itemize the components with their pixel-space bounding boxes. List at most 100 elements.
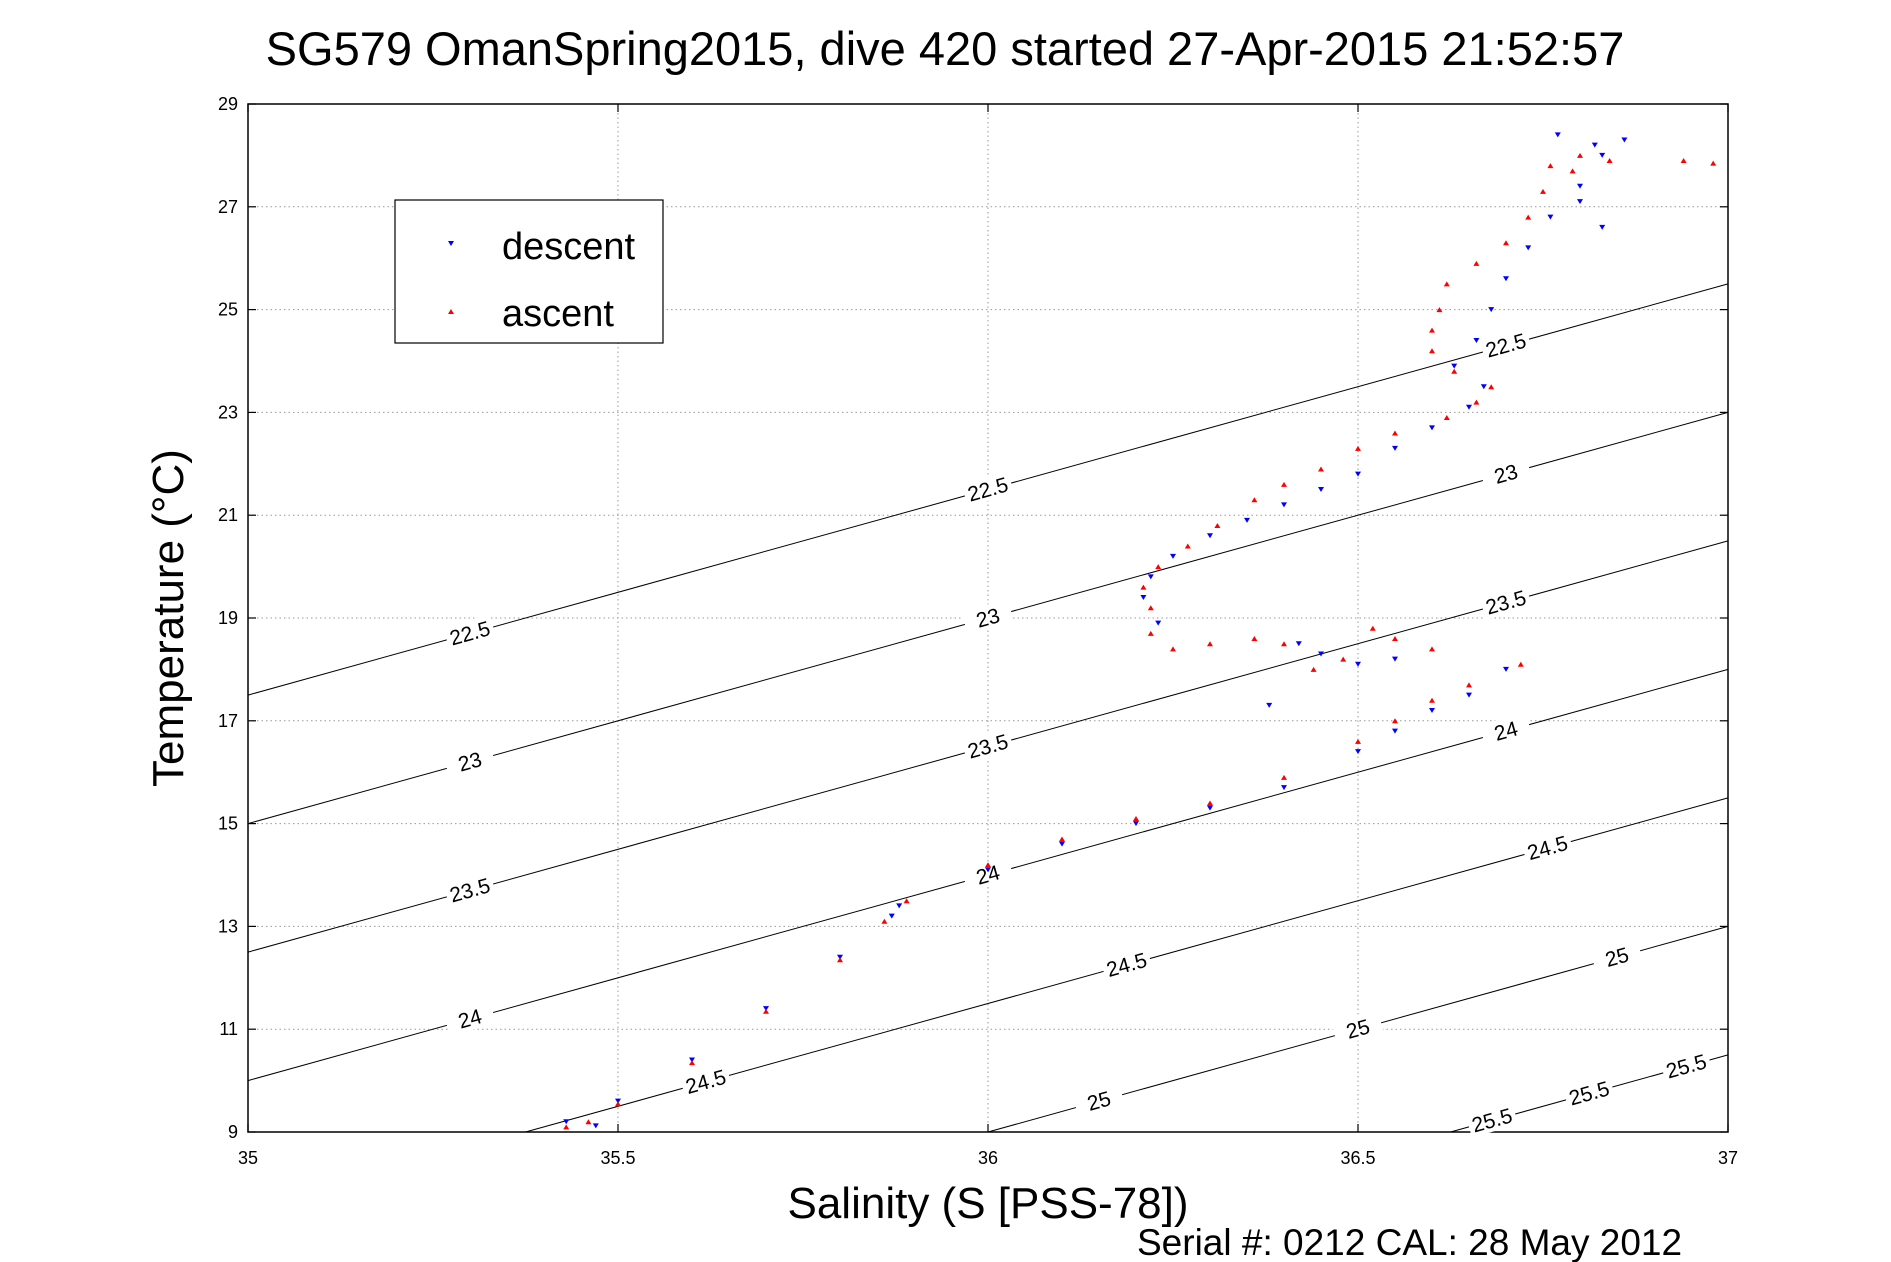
descent-point (1480, 384, 1487, 390)
descent-point (763, 1006, 769, 1012)
legend-descent-marker (448, 241, 454, 246)
ascent-point (585, 1119, 592, 1125)
ascent-point (1140, 584, 1147, 590)
ascent-point (1429, 697, 1435, 703)
ascent-point (1251, 497, 1258, 503)
y-tick-label: 21 (218, 505, 238, 525)
x-tick-label: 36.5 (1340, 1148, 1375, 1168)
descent-point (1466, 692, 1472, 698)
ascent-point (1503, 240, 1509, 246)
ascent-point (689, 1060, 695, 1066)
descent-point (1547, 214, 1554, 220)
ascent-point (1466, 682, 1472, 688)
ascent-point (1525, 214, 1532, 220)
descent-point (1503, 276, 1509, 282)
contour-label-bg (1465, 1101, 1519, 1138)
descent-point (1488, 307, 1495, 313)
ascent-point (1710, 160, 1717, 166)
contour-label-bg (443, 614, 497, 651)
ascent-point (1451, 368, 1458, 374)
x-tick-label: 35 (238, 1148, 258, 1168)
descent-point (1577, 199, 1583, 205)
x-axis-label: Salinity (S [PSS-78]) (787, 1179, 1188, 1228)
contour-label-bg (1100, 945, 1153, 982)
ascent-point (1310, 666, 1317, 672)
ascent-point (1207, 800, 1213, 806)
ascent-point (763, 1008, 769, 1014)
descent-point (1473, 337, 1480, 343)
y-tick-label: 23 (218, 402, 238, 422)
descent-point (1355, 471, 1361, 477)
ascent-point (1436, 307, 1443, 313)
ascent-point (1488, 384, 1495, 390)
y-tick-label: 17 (218, 711, 238, 731)
ascent-point (1155, 564, 1162, 570)
x-tick-label: 36 (978, 1148, 998, 1168)
serial-cal-footer: Serial #: 0212 CAL: 28 May 2012 (1137, 1222, 1682, 1262)
contour-label-bg (1331, 1010, 1385, 1047)
descent-point (1133, 821, 1139, 827)
x-tick-label: 35.5 (600, 1148, 635, 1168)
ascent-point (563, 1124, 570, 1130)
ascent-point (1473, 399, 1480, 405)
ascent-point (1059, 836, 1065, 842)
y-tick-label: 11 (219, 1019, 238, 1039)
y-tick-label: 25 (218, 300, 238, 320)
ascent-point (1355, 738, 1361, 744)
descent-point (1621, 137, 1628, 143)
ascent-point (1207, 641, 1213, 647)
y-tick-label: 9 (228, 1122, 238, 1142)
descent-point (1429, 425, 1435, 431)
ascent-point (1606, 158, 1613, 164)
descent-point (1392, 445, 1398, 451)
ascent-point (837, 957, 843, 963)
ascent-point (1281, 481, 1287, 487)
descent-point (1503, 666, 1509, 672)
descent-point (896, 903, 903, 909)
ascent-point (1340, 656, 1347, 662)
y-tick-label: 13 (218, 916, 238, 936)
descent-point (1281, 502, 1287, 508)
y-axis-label: Temperature (°C) (144, 449, 193, 787)
descent-point (689, 1057, 695, 1063)
contour-label-bg (1521, 829, 1574, 866)
ascent-point (1251, 636, 1258, 642)
contour-label-bg (443, 871, 497, 908)
contour-label-bg (1479, 583, 1533, 620)
ascent-point (1147, 605, 1154, 611)
ascent-point (1540, 188, 1546, 194)
y-tick-label: 15 (218, 814, 238, 834)
contour-label-bg (1479, 326, 1533, 363)
descent-point (1599, 224, 1606, 230)
legend-box (394, 199, 664, 344)
descent-point (1429, 708, 1435, 714)
descent-point (1140, 594, 1147, 600)
descent-point (1591, 142, 1598, 148)
ascent-point (1473, 260, 1480, 266)
descent-point (1355, 749, 1361, 755)
descent-point (1295, 641, 1302, 647)
chart-title: SG579 OmanSpring2015, dive 420 started 2… (266, 22, 1625, 75)
descent-point (1525, 245, 1532, 251)
y-tick-label: 29 (218, 94, 238, 114)
descent-point (615, 1098, 621, 1104)
ascent-point (1355, 445, 1361, 451)
y-tick-label: 27 (218, 197, 238, 217)
ascent-point (1281, 774, 1287, 780)
contour-label-bg (1479, 712, 1533, 749)
x-tick-label: 37 (1718, 1148, 1738, 1168)
y-tick-label: 19 (218, 608, 238, 628)
ascent-point (1577, 152, 1583, 158)
legend-ascent-label: ascent (502, 293, 614, 335)
ascent-point (1429, 646, 1435, 652)
descent-point (985, 867, 991, 873)
isopycnal-contours: 22.522.522.523232323.523.523.524242424.5… (247, 283, 1729, 1138)
ascent-point (1281, 641, 1287, 647)
ascent-point (1170, 646, 1176, 652)
descent-point (1207, 805, 1213, 811)
descent-point (1266, 702, 1273, 708)
ascent-point (1429, 348, 1435, 354)
ascent-point (1392, 718, 1398, 724)
descent-point (1281, 785, 1287, 791)
descent-point (1155, 620, 1162, 626)
